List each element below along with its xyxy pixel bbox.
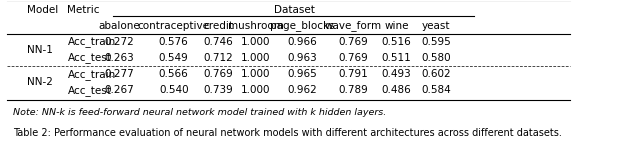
Text: 1.000: 1.000 [241,69,271,79]
Text: 0.602: 0.602 [421,69,451,79]
Text: Note: NN-k is feed-forward neural network model trained with k hidden layers.: Note: NN-k is feed-forward neural networ… [13,108,386,116]
Text: Model: Model [28,5,58,16]
Text: 0.277: 0.277 [104,69,134,79]
Text: 0.769: 0.769 [339,53,369,63]
Text: 0.580: 0.580 [421,53,451,63]
Text: 0.566: 0.566 [159,69,189,79]
Text: 0.511: 0.511 [381,53,412,63]
Text: 0.493: 0.493 [381,69,412,79]
Text: 0.769: 0.769 [204,69,234,79]
Text: credit: credit [204,21,234,31]
Text: 0.963: 0.963 [287,53,317,63]
Text: 0.962: 0.962 [287,85,317,95]
Text: 0.516: 0.516 [381,37,412,47]
Text: yeast: yeast [422,21,451,31]
Text: 0.769: 0.769 [339,37,369,47]
Text: Table 2: Performance evaluation of neural network models with different architec: Table 2: Performance evaluation of neura… [13,128,562,138]
Text: mushroom: mushroom [228,21,284,31]
Text: Acc_train: Acc_train [67,36,116,47]
Text: 1.000: 1.000 [241,53,271,63]
Text: 0.576: 0.576 [159,37,189,47]
Text: Acc_train: Acc_train [67,69,116,80]
Text: 0.712: 0.712 [204,53,234,63]
Text: 0.791: 0.791 [339,69,369,79]
Text: 0.965: 0.965 [287,69,317,79]
Text: 0.966: 0.966 [287,37,317,47]
Text: page_blocks: page_blocks [269,20,334,31]
Text: 0.549: 0.549 [159,53,189,63]
Text: wave_form: wave_form [325,20,382,31]
Text: 0.739: 0.739 [204,85,234,95]
Text: Dataset: Dataset [275,5,316,16]
Text: 0.263: 0.263 [104,53,134,63]
Text: 0.272: 0.272 [104,37,134,47]
Text: 0.584: 0.584 [421,85,451,95]
Text: Metric: Metric [67,5,100,16]
Text: wine: wine [385,21,409,31]
Text: 0.746: 0.746 [204,37,234,47]
Text: 0.789: 0.789 [339,85,369,95]
Text: 1.000: 1.000 [241,85,271,95]
Text: NN-2: NN-2 [28,77,53,87]
Text: 1.000: 1.000 [241,37,271,47]
Text: 0.267: 0.267 [104,85,134,95]
Text: contraceptive: contraceptive [138,21,210,31]
Text: 0.540: 0.540 [159,85,189,95]
Text: Acc_test: Acc_test [67,53,111,63]
Text: abalone: abalone [99,21,140,31]
Text: NN-1: NN-1 [28,45,53,55]
Text: 0.486: 0.486 [381,85,412,95]
Text: Acc_test: Acc_test [67,85,111,96]
Text: 0.595: 0.595 [421,37,451,47]
